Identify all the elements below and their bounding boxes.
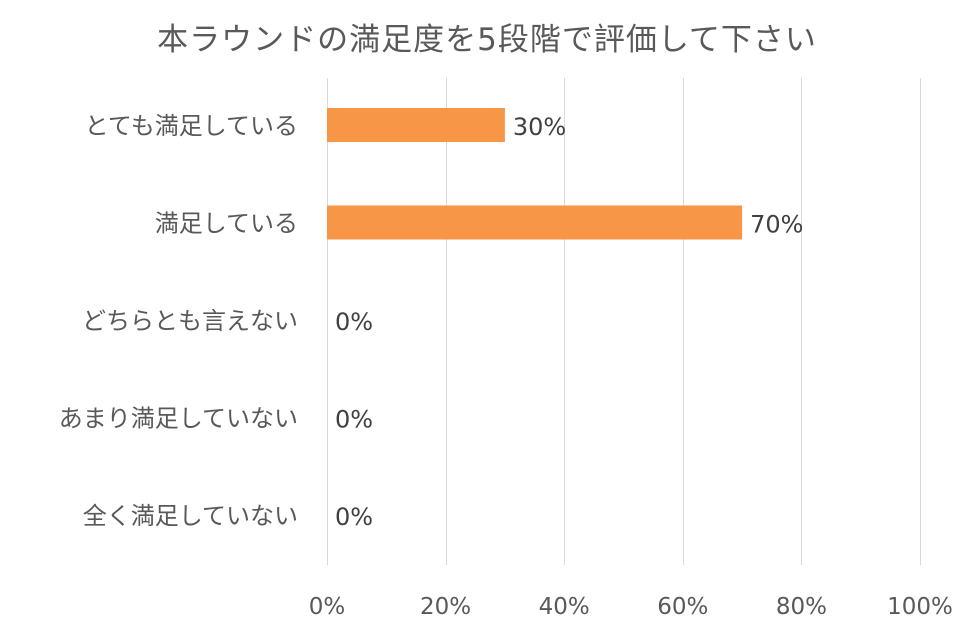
data-label: 0%	[335, 406, 373, 434]
category-label: 全く満足していない	[83, 502, 298, 530]
data-labels: 30% 70% 0% 0% 0%	[335, 113, 803, 531]
x-tick-label: 40%	[539, 594, 590, 620]
data-label: 0%	[335, 503, 373, 531]
bars	[327, 108, 743, 240]
x-tick-label: 20%	[420, 594, 471, 620]
category-label: とても満足している	[85, 112, 298, 140]
bar	[327, 108, 505, 142]
chart-title: 本ラウンドの満足度を5段階で評価して下さい	[157, 22, 817, 58]
data-label: 30%	[513, 113, 566, 141]
category-label: あまり満足していない	[59, 405, 298, 433]
x-tick-label: 60%	[657, 594, 708, 620]
category-label: どちらとも言えない	[82, 307, 298, 335]
data-label: 0%	[335, 308, 373, 336]
x-tick-label: 80%	[776, 594, 827, 620]
x-tick-label: 100%	[887, 594, 953, 620]
category-labels: とても満足している満足しているどちらとも言えないあまり満足していない全く満足して…	[59, 112, 298, 530]
bar	[327, 205, 743, 240]
gridlines	[327, 78, 921, 565]
category-label: 満足している	[155, 210, 298, 238]
data-label: 70%	[750, 211, 803, 239]
x-axis-tick-labels: 0% 20% 40% 60% 80% 100%	[309, 594, 953, 620]
x-tick-label: 0%	[309, 594, 346, 620]
